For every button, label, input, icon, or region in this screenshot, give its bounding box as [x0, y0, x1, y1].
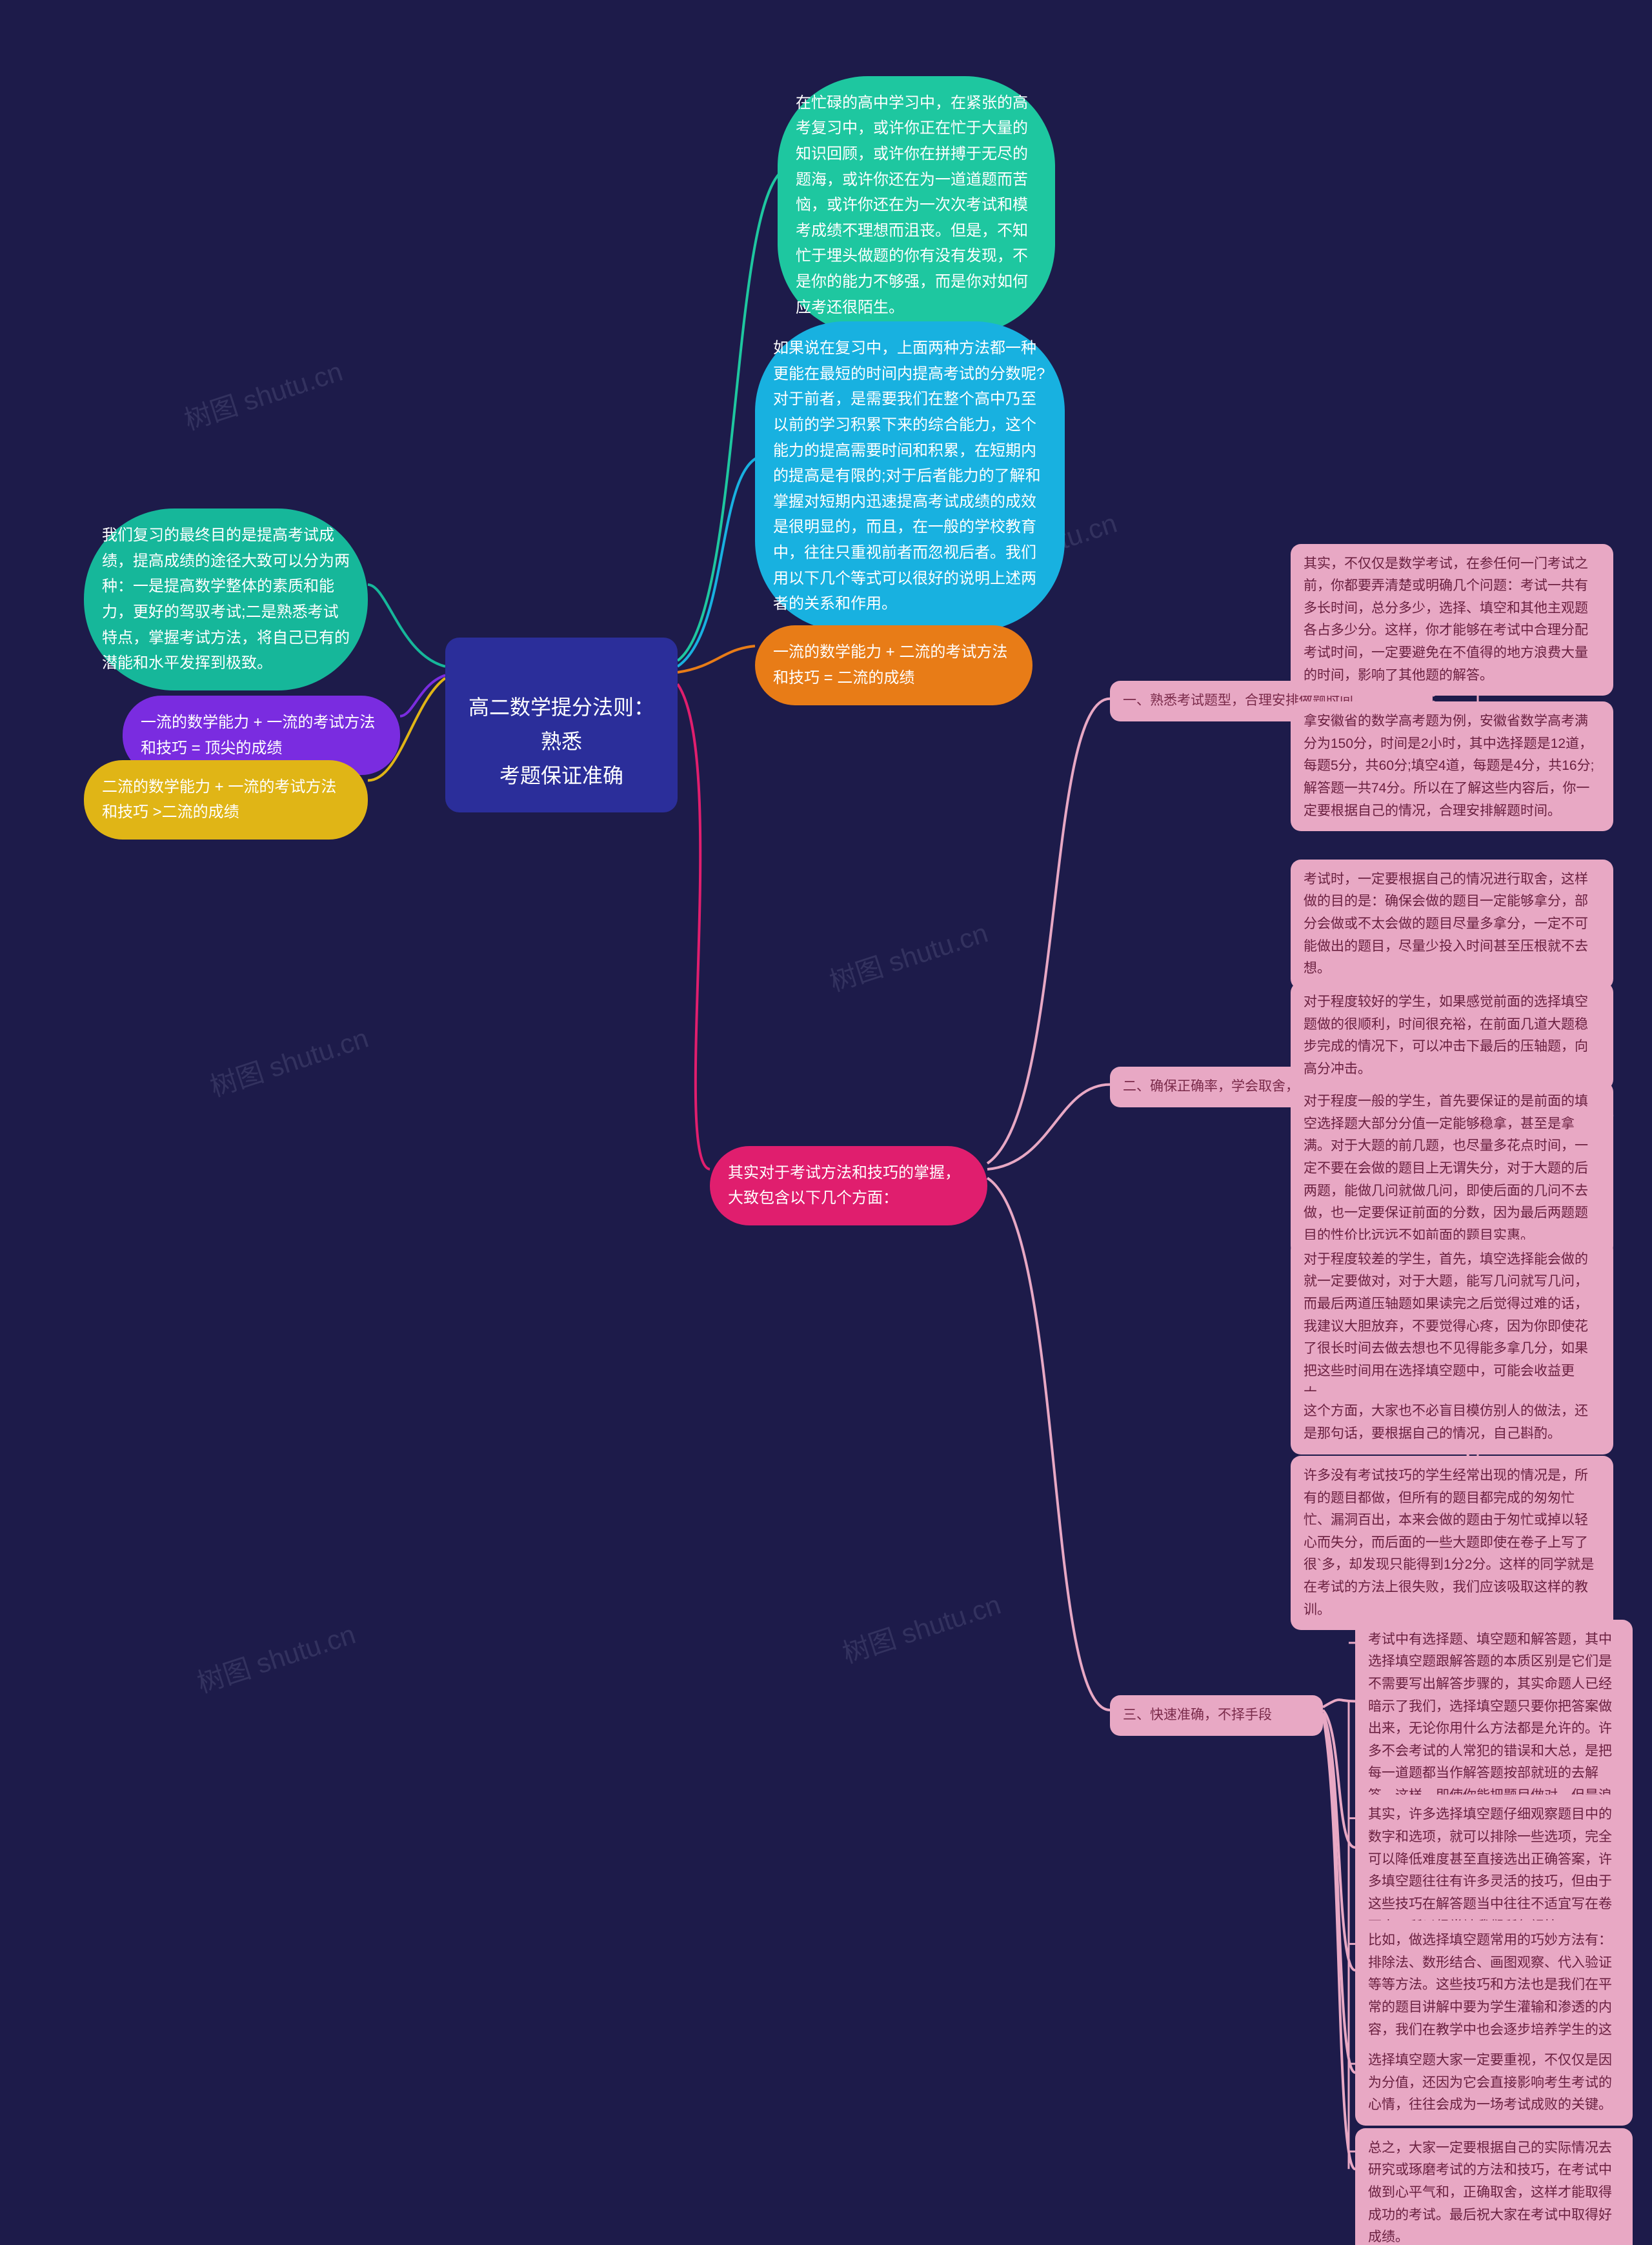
- node-topGreen: 在忙碌的高中学习中，在紧张的高考复习中，或许你正在忙于大量的知识回顾，或许你在拼…: [778, 76, 1055, 334]
- connector: [987, 1178, 1110, 1710]
- connector: [678, 684, 710, 1169]
- node-text: 考试时，一定要根据自己的情况进行取舍，这样做的目的是：确保会做的题目一定能够拿分…: [1304, 872, 1588, 976]
- node-topBlue: 如果说在复习中，上面两种方法都一种更能在最短的时间内提高考试的分数呢?对于前者，…: [755, 321, 1065, 631]
- node-d2d: 对于程度较差的学生，首先，填空选择能会做的就一定要做对，对于大题，能写几问就写几…: [1291, 1240, 1613, 1414]
- node-d1b: 拿安徽省的数学高考题为例，安徽省数学高考满分为150分，时间是2小时，其中选择题…: [1291, 701, 1613, 831]
- node-magenta: 其实对于考试方法和技巧的掌握，大致包含以下几个方面：: [710, 1146, 987, 1225]
- node-d2a: 考试时，一定要根据自己的情况进行取舍，这样做的目的是：确保会做的题目一定能够拿分…: [1291, 860, 1613, 989]
- node-text: 拿安徽省的数学高考题为例，安徽省数学高考满分为150分，时间是2小时，其中选择题…: [1304, 714, 1594, 818]
- node-sec3: 三、快速准确，不择手段: [1110, 1695, 1323, 1736]
- connector: [678, 456, 761, 667]
- node-yellow: 二流的数学能力 + 一流的考试方法和技巧 >二流的成绩: [84, 760, 368, 840]
- connector: [1323, 1710, 1355, 1847]
- connector: [400, 675, 445, 716]
- node-text: 其实，许多选择填空题仔细观察题目中的数字和选项，就可以排除一些选项，完全可以降低…: [1368, 1807, 1612, 1933]
- connector: [368, 585, 445, 667]
- connector: [987, 699, 1110, 1163]
- node-leftCyan: 我们复习的最终目的是提高考试成绩，提高成绩的途径大致可以分为两种：一是提高数学整…: [84, 508, 368, 690]
- watermark: 树图 shutu.cn: [205, 1016, 373, 1105]
- node-text: 在忙碌的高中学习中，在紧张的高考复习中，或许你正在忙于大量的知识回顾，或许你在拼…: [796, 94, 1028, 316]
- node-text: 选择填空题大家一定要重视，不仅仅是因为分值，还因为它会直接影响考生考试的心情，往…: [1368, 2053, 1612, 2112]
- node-text: 我们复习的最终目的是提高考试成绩，提高成绩的途径大致可以分为两种：一是提高数学整…: [102, 527, 350, 672]
- connector: [1323, 1713, 1355, 2073]
- watermark: 树图 shutu.cn: [192, 1613, 360, 1701]
- connector: [1323, 1713, 1355, 1971]
- watermark: 树图 shutu.cn: [824, 911, 992, 1000]
- node-d3e: 总之，大家一定要根据自己的实际情况去研究或琢磨考试的方法和技巧，在考试中做到心平…: [1355, 2128, 1633, 2245]
- connector: [678, 646, 755, 672]
- node-orange: 一流的数学能力 + 二流的考试方法和技巧 = 二流的成绩: [755, 625, 1032, 705]
- node-text: 一流的数学能力 + 一流的考试方法和技巧 = 顶尖的成绩: [141, 714, 375, 757]
- connector: [1323, 1716, 1355, 2169]
- node-text: 二流的数学能力 + 一流的考试方法和技巧 >二流的成绩: [102, 778, 336, 821]
- watermark: 树图 shutu.cn: [179, 350, 347, 438]
- node-d3d: 选择填空题大家一定要重视，不仅仅是因为分值，还因为它会直接影响考生考试的心情，往…: [1355, 2040, 1633, 2126]
- node-text: 其实，不仅仅是数学考试，在参任何一门考试之前，你都要弄清楚或明确几个问题：考试一…: [1304, 556, 1588, 683]
- root-label: 高二数学提分法则：熟悉 考题保证准确: [468, 696, 654, 787]
- node-d2f: 许多没有考试技巧的学生经常出现的情况是，所有的题目都做，但所有的题目都完成的匆匆…: [1291, 1456, 1613, 1630]
- node-d2b: 对于程度较好的学生，如果感觉前面的选择填空题做的很顺利，时间很充裕，在前面几道大…: [1291, 982, 1613, 1090]
- node-d2c: 对于程度一般的学生，首先要保证的是前面的填空选择题大部分分值一定能够稳拿，甚至是…: [1291, 1082, 1613, 1256]
- node-text: 对于程度一般的学生，首先要保证的是前面的填空选择题大部分分值一定能够稳拿，甚至是…: [1304, 1094, 1588, 1243]
- root-node: 高二数学提分法则：熟悉 考题保证准确: [445, 638, 678, 812]
- node-d2e: 这个方面，大家也不必盲目模仿别人的做法，还是那句话，要根据自己的情况，自己斟酌。: [1291, 1391, 1613, 1454]
- node-text: 总之，大家一定要根据自己的实际情况去研究或琢磨考试的方法和技巧，在考试中做到心平…: [1368, 2140, 1612, 2245]
- watermark: 树图 shutu.cn: [837, 1584, 1005, 1672]
- node-text: 一流的数学能力 + 二流的考试方法和技巧 = 二流的成绩: [773, 643, 1007, 687]
- connector: [987, 1085, 1110, 1169]
- node-text: 其实对于考试方法和技巧的掌握，大致包含以下几个方面：: [728, 1164, 960, 1207]
- node-text: 对于程度较好的学生，如果感觉前面的选择填空题做的很顺利，时间很充裕，在前面几道大…: [1304, 994, 1588, 1076]
- node-text: 许多没有考试技巧的学生经常出现的情况是，所有的题目都做，但所有的题目都完成的匆匆…: [1304, 1468, 1594, 1617]
- connector: [1323, 1700, 1355, 1707]
- node-text: 对于程度较差的学生，首先，填空选择能会做的就一定要做对，对于大题，能写几问就写几…: [1304, 1252, 1588, 1401]
- node-text: 三、快速准确，不择手段: [1123, 1707, 1272, 1722]
- node-d1a: 其实，不仅仅是数学考试，在参任何一门考试之前，你都要弄清楚或明确几个问题：考试一…: [1291, 544, 1613, 696]
- node-text: 这个方面，大家也不必盲目模仿别人的做法，还是那句话，要根据自己的情况，自己斟酌。: [1304, 1404, 1588, 1441]
- node-text: 如果说在复习中，上面两种方法都一种更能在最短的时间内提高考试的分数呢?对于前者，…: [773, 339, 1045, 612]
